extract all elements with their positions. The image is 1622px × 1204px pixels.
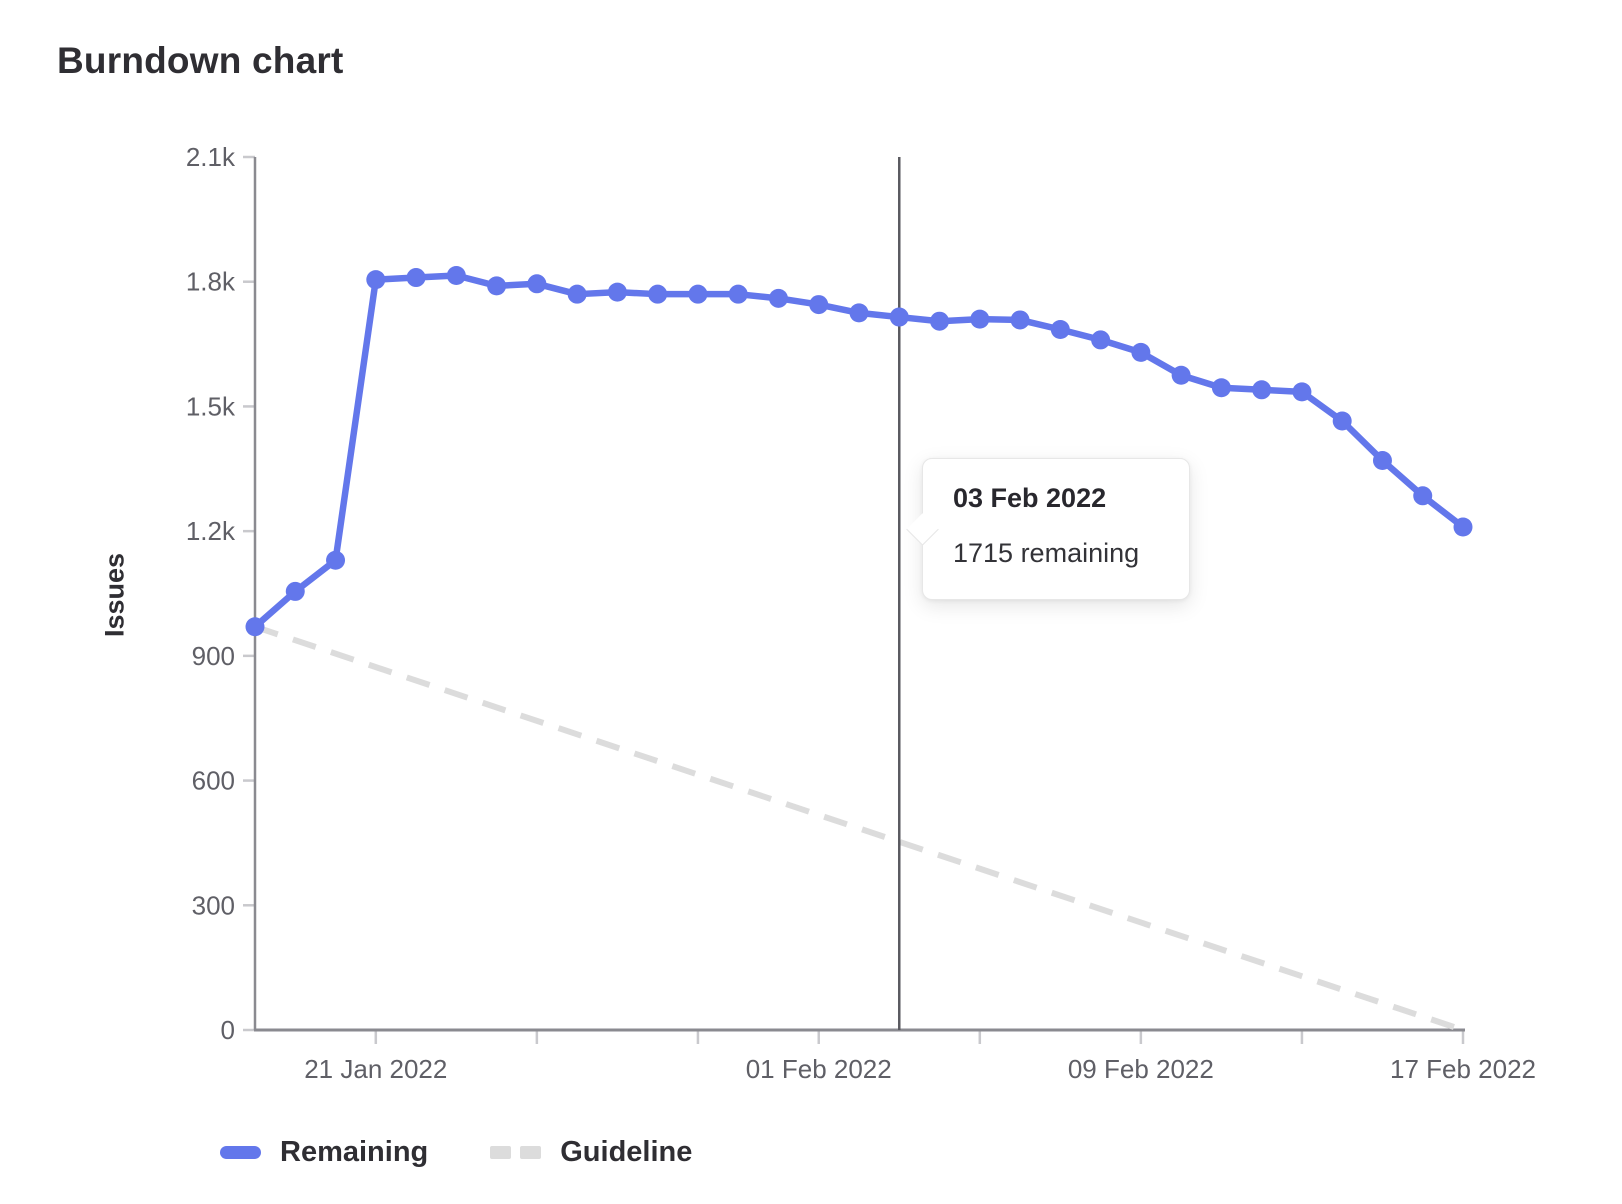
x-axis-tick-label: 17 Feb 2022 (1390, 1054, 1536, 1084)
remaining-data-point[interactable] (285, 581, 305, 601)
y-axis-tick-label: 1.2k (186, 516, 236, 546)
remaining-line (251, 272, 1467, 631)
y-axis-tick-label: 0 (221, 1015, 235, 1045)
remaining-data-point[interactable] (406, 268, 426, 288)
remaining-data-point[interactable] (728, 284, 748, 304)
page-title: Burndown chart (57, 40, 344, 81)
remaining-data-point[interactable] (1010, 310, 1030, 330)
remaining-data-point[interactable] (1091, 330, 1111, 350)
remaining-data-point[interactable] (930, 311, 950, 331)
remaining-data-point[interactable] (768, 288, 788, 308)
remaining-data-point[interactable] (970, 309, 990, 329)
remaining-data-point[interactable] (1453, 517, 1473, 537)
remaining-data-point[interactable] (1292, 382, 1312, 402)
remaining-data-point[interactable] (809, 295, 829, 315)
y-axis-tick-label: 300 (192, 890, 235, 920)
remaining-data-point[interactable] (889, 307, 909, 327)
remaining-data-point[interactable] (607, 282, 627, 302)
chart-tooltip: 03 Feb 2022 1715 remaining (906, 458, 1190, 600)
legend-item-guideline[interactable]: Guideline (490, 1136, 692, 1169)
remaining-data-point[interactable] (326, 550, 346, 570)
remaining-data-point[interactable] (1211, 378, 1231, 398)
y-axis-tick-label: 1.5k (186, 391, 236, 421)
remaining-data-point[interactable] (1171, 365, 1191, 385)
remaining-data-point[interactable] (1050, 320, 1070, 340)
legend-label-guideline: Guideline (560, 1136, 693, 1168)
remaining-data-point[interactable] (527, 274, 547, 294)
guideline-line (254, 623, 1464, 1033)
remaining-data-point[interactable] (1332, 411, 1352, 431)
tooltip-date: 03 Feb 2022 (953, 483, 1107, 513)
chart-legend: Remaining Guideline (220, 1136, 692, 1169)
remaining-data-point[interactable] (245, 617, 265, 637)
remaining-data-point[interactable] (648, 284, 668, 304)
remaining-data-point[interactable] (849, 303, 869, 323)
remaining-data-point[interactable] (567, 284, 587, 304)
remaining-data-point[interactable] (1372, 450, 1392, 470)
x-axis-tick-label: 09 Feb 2022 (1068, 1054, 1214, 1084)
y-axis-tick-label: 900 (192, 641, 235, 671)
legend-item-remaining[interactable]: Remaining (220, 1136, 428, 1169)
remaining-data-point[interactable] (1252, 380, 1272, 400)
x-axis-tick-label: 21 Jan 2022 (304, 1054, 447, 1084)
remaining-data-point[interactable] (366, 270, 386, 290)
y-axis-tick-label: 1.8k (186, 267, 236, 297)
y-axis-tick-label: 2.1k (186, 142, 236, 172)
remaining-data-point[interactable] (1131, 342, 1151, 362)
remaining-swatch-icon (220, 1146, 261, 1159)
guideline-swatch-icon (490, 1146, 542, 1159)
x-axis-tick-label: 01 Feb 2022 (746, 1054, 892, 1084)
remaining-data-point[interactable] (1413, 486, 1433, 506)
remaining-data-point[interactable] (487, 276, 507, 296)
legend-label-remaining: Remaining (280, 1136, 429, 1168)
remaining-data-point[interactable] (446, 265, 466, 285)
remaining-data-point[interactable] (688, 284, 708, 304)
tooltip-remaining: 1715 remaining (953, 538, 1140, 568)
y-axis-tick-label: 600 (192, 766, 235, 796)
